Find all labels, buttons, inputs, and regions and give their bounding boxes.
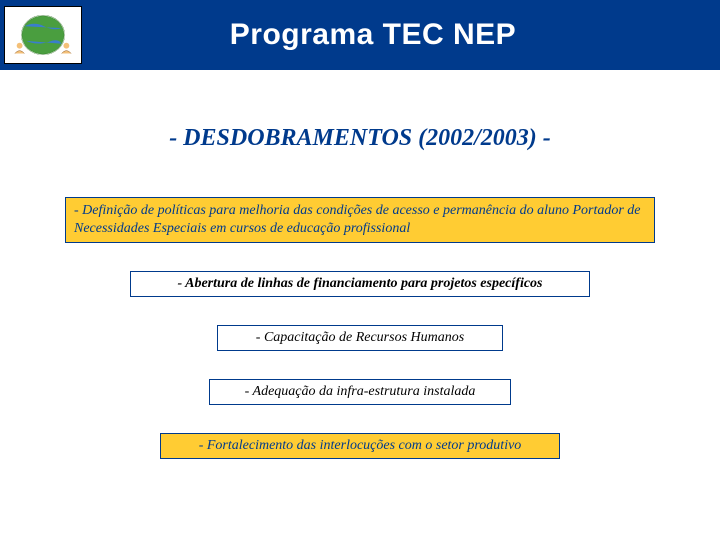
info-box-infraestrutura: - Adequação da infra-estrutura instalada — [209, 379, 511, 405]
info-box-politicas: - Definição de políticas para melhoria d… — [65, 197, 655, 243]
info-box-capacitacao: - Capacitação de Recursos Humanos — [217, 325, 503, 351]
info-box-financiamento: - Abertura de linhas de financiamento pa… — [130, 271, 590, 297]
header-title: Programa TEC NEP — [86, 18, 720, 52]
page-subtitle: - DESDOBRAMENTOS (2002/2003) - — [0, 125, 720, 152]
globe-logo-icon — [4, 6, 82, 64]
header-bar: Programa TEC NEP — [0, 0, 720, 70]
info-box-interlocucoes: - Fortalecimento das interlocuções com o… — [160, 433, 560, 459]
logo-container — [0, 0, 86, 70]
